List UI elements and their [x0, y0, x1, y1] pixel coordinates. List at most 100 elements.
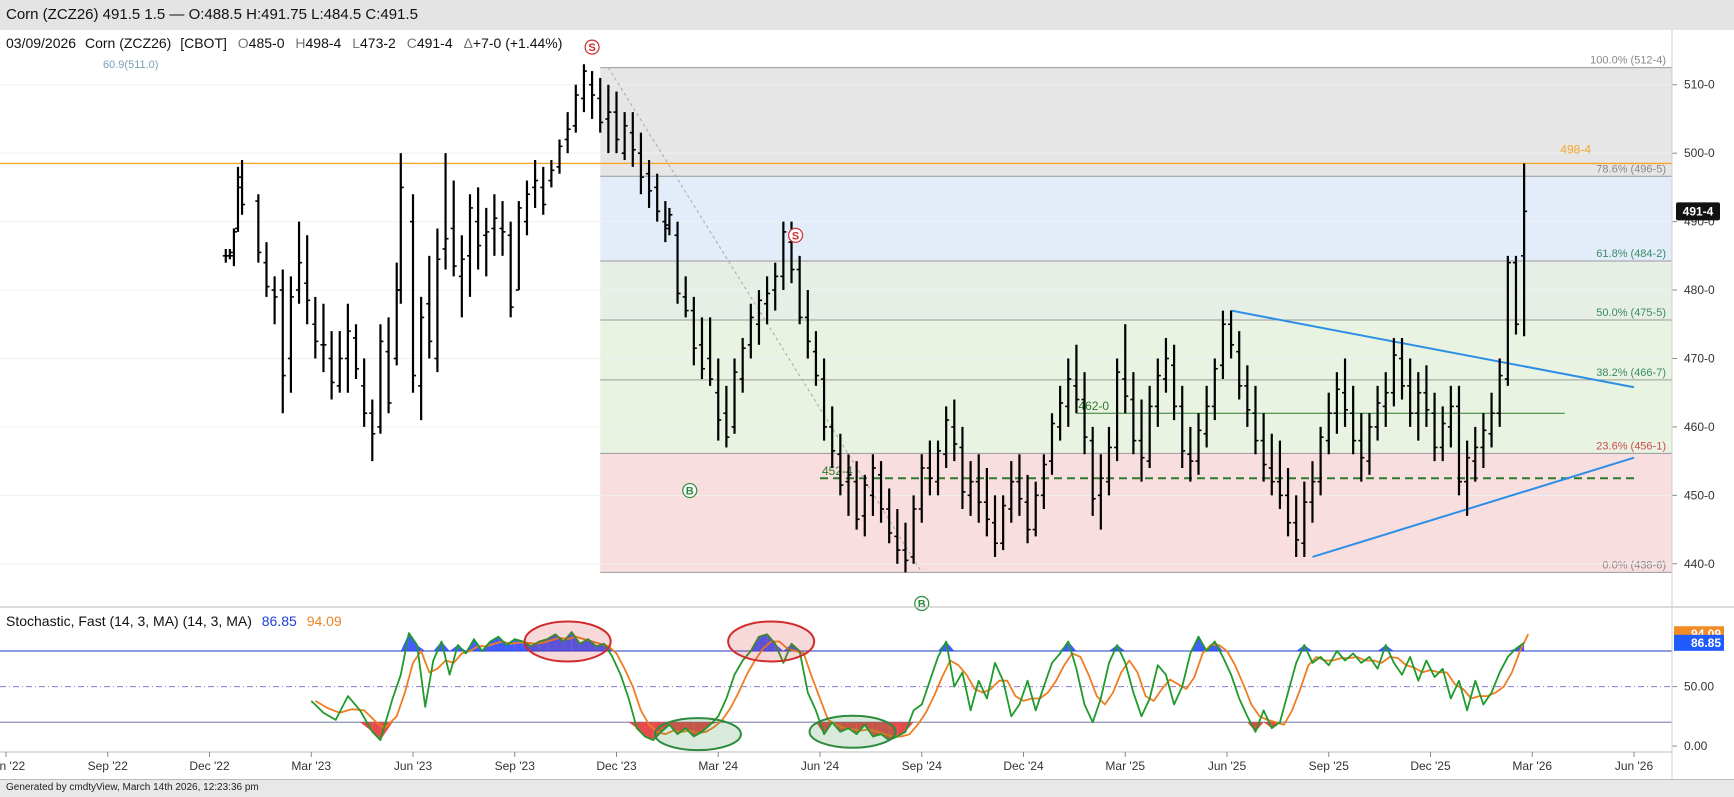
signal-letter: S [792, 230, 799, 242]
ohlc-bar [1024, 474, 1031, 544]
ohlc-bar [1496, 358, 1503, 427]
signal-marker [787, 227, 804, 243]
ohlc-bar [764, 276, 771, 325]
ohlc-bar [698, 317, 705, 380]
ohlc-bar [410, 194, 416, 393]
time-tick-label: Jun '25 [1208, 759, 1247, 773]
ohlc-bar [1130, 372, 1137, 455]
ohlc-bar [853, 461, 860, 530]
low-label: L [352, 35, 360, 51]
ohlc-bar [1472, 426, 1479, 482]
header-symbol: Corn (ZCZ26) [85, 35, 171, 51]
ohlc-bar [1504, 255, 1511, 386]
ohlc-bar [943, 406, 950, 468]
signal-letter: B [918, 598, 926, 610]
ohlc-bar [662, 201, 669, 243]
ohlc-bar [597, 77, 604, 133]
last-price-text: 491-4 [1683, 204, 1714, 218]
ohlc-bar [361, 358, 368, 427]
instrument-header: 03/09/2026 Corn (ZCZ26) [CBOT] O485-0 H4… [6, 35, 562, 51]
signal-letter: S [588, 42, 595, 54]
signals: S S B B [584, 39, 930, 612]
ohlc-bar [1065, 358, 1072, 427]
ohlc-bar [418, 296, 425, 421]
ohlc-bar [1008, 461, 1015, 523]
ohlc-bar [263, 242, 270, 297]
ohlc-bar [1252, 385, 1259, 455]
ohlc-bar [434, 228, 441, 373]
ohlc-bar [1439, 406, 1446, 462]
header-close: 491-4 [417, 35, 453, 51]
ohlc-bar [1089, 426, 1096, 516]
oversold-fill [685, 722, 694, 737]
ohlc-bar [637, 132, 644, 195]
time-tick-label: Sep '24 [902, 759, 943, 773]
ohlc-bar [234, 166, 241, 232]
signal-marker [584, 39, 600, 55]
highlight-ellipse [727, 620, 816, 663]
close-label: C [407, 35, 417, 51]
fib-label: 61.8% (484-2) [1596, 248, 1666, 260]
ohlc-bar [654, 173, 661, 222]
ohlc-bar [1276, 440, 1283, 510]
ohlc-bar [385, 317, 392, 414]
time-tick-label: Dec '25 [1410, 759, 1451, 773]
ohlc-bar [821, 358, 828, 441]
ohlc-bar [621, 112, 628, 161]
stochastic-ellipses [523, 620, 897, 752]
fib-zones: 100.0% (512-4) 78.6% (496-5) 61.8% (484-2)… [600, 55, 1672, 573]
time-tick-label: Mar '25 [1105, 759, 1145, 773]
fib-zone [600, 319, 1672, 380]
ohlc-bar [1301, 481, 1308, 557]
ohlc-bar [353, 324, 360, 380]
window-title-bar: Corn (ZCZ26) 491.5 1.5 — O:488.5 H:491.7… [0, 0, 1734, 31]
ohlc-bar [1040, 454, 1047, 510]
ohlc-bar [475, 187, 482, 270]
highlight-ellipse [523, 620, 612, 663]
header-date: 03/09/2026 [6, 35, 76, 51]
ohlc-bar [226, 248, 233, 260]
ohlc-bar [344, 303, 351, 393]
ohlc-bar [1171, 344, 1178, 421]
ohlc-bar [548, 160, 555, 188]
ohlc-bar [755, 290, 762, 345]
ohlc-bar [1195, 413, 1202, 475]
ohlc-bar [878, 461, 885, 523]
ohlc-bar [613, 91, 620, 154]
time-axis-bg [0, 752, 1734, 779]
ohlc-bar [837, 433, 844, 496]
window-title: Corn (ZCZ26) 491.5 1.5 — O:488.5 H:491.7… [6, 6, 418, 23]
ohlc-bar [886, 488, 893, 544]
open-label: O [238, 35, 249, 51]
ohlc-bar [690, 296, 697, 366]
overbought-fill [938, 641, 947, 651]
ohlc-bar [1358, 413, 1365, 482]
ohlc-bar [935, 440, 942, 496]
ohlc-bar [1423, 365, 1430, 427]
ohlc-bar [377, 324, 384, 434]
time-tick-label: Jun '24 [801, 759, 840, 773]
time-axis: Jun '22 Sep '22 Dec '22 Mar '23 Jun '23 Sep '… [0, 751, 1734, 779]
ohlc-bar [747, 303, 754, 359]
header-change: +7-0 (+1.44%) [473, 35, 563, 51]
ohlc-bar [723, 385, 730, 448]
ohlc-bar [1260, 413, 1267, 482]
stochastic-badge-text: 86.85 [1691, 636, 1721, 650]
fib-zone [600, 379, 1672, 454]
overbought-fill [1214, 641, 1223, 651]
ohlc-bar [1244, 365, 1251, 427]
ohlc-bar [1097, 454, 1104, 530]
chart-canvas[interactable]: 100.0% (512-4) 78.6% (496-5) 61.8% (484-2)… [0, 30, 1734, 779]
ohlc-bar [926, 440, 933, 496]
highlight-ellipse [808, 714, 897, 749]
ohlc-bar [951, 399, 958, 462]
ohlc-bar [731, 358, 738, 434]
ohlc-bar [1016, 454, 1023, 516]
overbought-fill [506, 639, 515, 651]
fib-label: 23.6% (456-1) [1596, 440, 1666, 452]
footer-text: Generated by cmdtyView, March 14th 2026,… [6, 782, 259, 793]
ohlc-bar [1390, 337, 1397, 407]
ohlc-bar [466, 194, 473, 297]
overbought-fill [498, 636, 507, 651]
